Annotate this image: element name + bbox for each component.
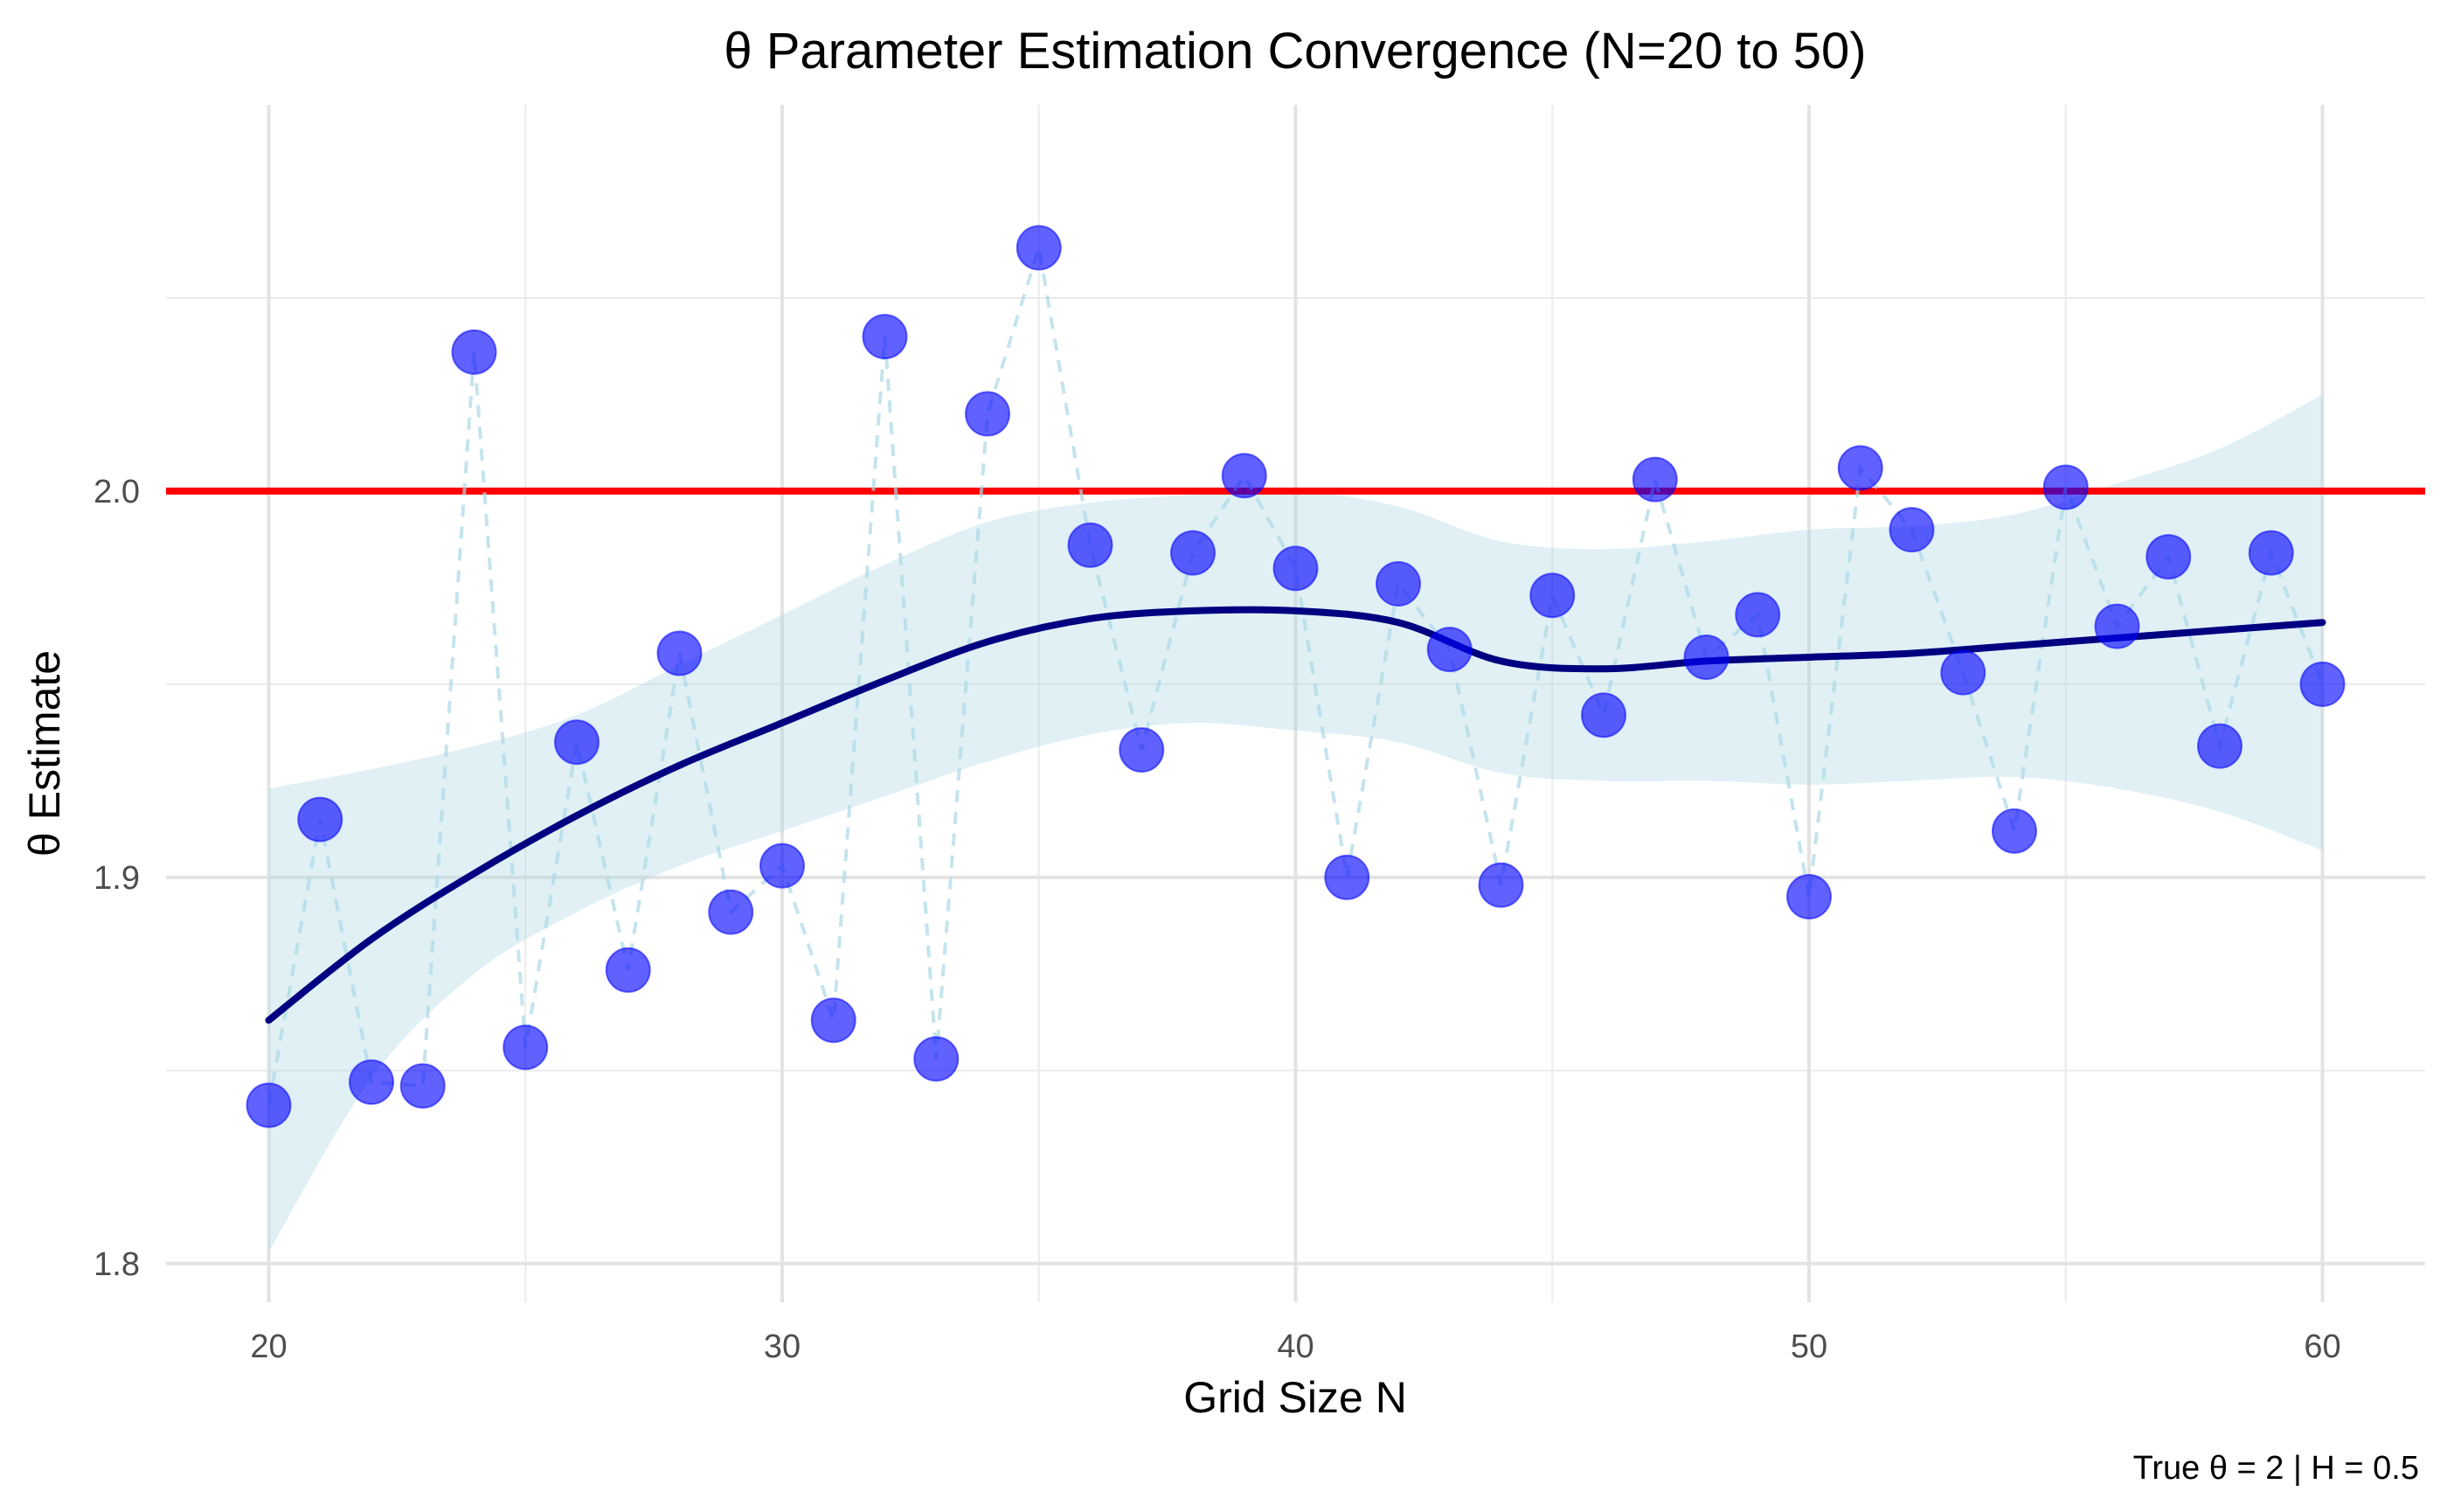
x-tick-label: 20 <box>250 1328 287 1365</box>
data-point <box>1735 592 1781 638</box>
data-point <box>1376 561 1421 607</box>
data-point <box>297 796 343 843</box>
data-point <box>1529 572 1576 619</box>
data-point <box>1478 862 1524 908</box>
data-point <box>1632 456 1678 503</box>
y-tick-label: 1.8 <box>94 1246 140 1283</box>
confidence-band-layer <box>268 394 2323 1252</box>
data-point <box>1170 530 1216 576</box>
data-point <box>2042 464 2089 510</box>
data-point <box>1837 445 1883 491</box>
smoothed-trend-line <box>265 606 2326 1024</box>
x-tick-label: 60 <box>2304 1328 2340 1365</box>
data-point <box>605 947 651 993</box>
data-point <box>2197 723 2243 769</box>
data-point <box>1221 453 1267 499</box>
y-tick-label: 2.0 <box>94 474 140 510</box>
data-point <box>965 391 1010 437</box>
data-point <box>708 889 754 935</box>
connecting-line-layer <box>267 246 2325 1106</box>
data-point <box>1581 692 1626 739</box>
y-axis-label: θ Estimate <box>20 650 69 857</box>
data-point <box>1786 873 1832 919</box>
y-tick-label: 1.9 <box>94 860 140 897</box>
data-point <box>451 329 497 375</box>
data-point <box>2248 530 2294 576</box>
data-point <box>349 1059 394 1106</box>
data-point <box>1272 545 1319 592</box>
data-point <box>554 719 600 766</box>
trend-line-layer <box>265 606 2326 1024</box>
data-point <box>246 1082 292 1128</box>
data-point <box>2299 661 2346 707</box>
estimate-connecting-line <box>267 246 2325 1106</box>
x-tick-label: 50 <box>1791 1328 1827 1365</box>
chart-caption: True θ = 2 | H = 0.5 <box>2133 1450 2419 1487</box>
data-point <box>810 997 856 1044</box>
x-tick-label: 30 <box>764 1328 801 1365</box>
confidence-band <box>268 394 2323 1252</box>
data-point <box>1940 649 1986 696</box>
x-axis-label: Grid Size N <box>1183 1373 1407 1422</box>
x-tick-label: 40 <box>1277 1328 1314 1365</box>
data-point <box>1016 225 1062 271</box>
y-axis-ticks: 1.8 1.9 2.0 <box>94 474 140 1283</box>
data-point <box>399 1063 446 1109</box>
data-point <box>2145 534 2192 580</box>
data-point <box>862 314 908 360</box>
data-point <box>1067 522 1113 568</box>
data-point <box>503 1024 549 1071</box>
data-point <box>759 843 805 889</box>
data-point <box>1889 507 1935 553</box>
data-point <box>913 1036 960 1082</box>
data-point <box>1992 808 2037 854</box>
chart-title: θ Parameter Estimation Convergence (N=20… <box>724 23 1866 80</box>
data-point <box>1324 854 1370 900</box>
data-point <box>1683 634 1730 680</box>
data-point <box>656 630 703 676</box>
data-point <box>1119 727 1165 773</box>
x-axis-ticks: 20 30 40 50 60 <box>250 1328 2340 1365</box>
data-point <box>2094 603 2140 649</box>
data-points-layer <box>246 225 2346 1128</box>
data-point <box>1426 627 1473 673</box>
